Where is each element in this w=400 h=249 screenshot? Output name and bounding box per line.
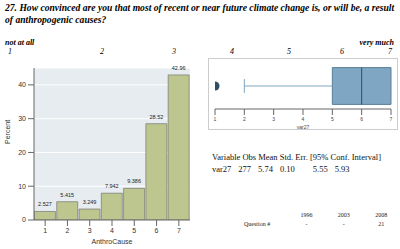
svg-text:7.942: 7.942 [105,183,119,189]
html-text:not at all: not at all [5,38,35,47]
html-text:7: 7 [388,47,392,56]
html-text:5: 5 [287,47,291,56]
svg-text:5: 5 [132,227,136,234]
html-text:5.55: 5.55 [312,164,328,174]
svg-text:1: 1 [214,116,217,122]
svg-text:3: 3 [88,227,92,234]
html-text:2008: 2008 [375,212,388,218]
svg-text:9.386: 9.386 [127,178,141,184]
html-text:2: 2 [100,47,104,56]
html-text:very much: very much [359,38,394,47]
svg-text:40: 40 [18,81,26,88]
svg-text:1: 1 [43,227,47,234]
html-text:Variable Obs Mean Std. Err. [9: Variable Obs Mean Std. Err. [95% Conf. I… [212,152,381,162]
svg-text:42.96: 42.96 [172,65,186,71]
html-text:5.93: 5.93 [334,164,350,174]
svg-text:2: 2 [65,227,69,234]
svg-text:7: 7 [390,116,392,122]
html-text:var27: var27 [212,164,232,174]
svg-text:Percent: Percent [8,120,11,144]
svg-text:30: 30 [18,115,26,122]
html-text:1: 1 [8,47,12,56]
html-text:2003: 2003 [337,212,350,218]
html-text:277: 277 [238,164,252,174]
svg-text:6: 6 [155,227,159,234]
svg-text:3.249: 3.249 [83,199,97,205]
svg-text:28.52: 28.52 [149,114,163,120]
svg-text:20: 20 [18,149,26,156]
svg-text:2: 2 [243,116,246,122]
svg-text:0: 0 [22,216,26,223]
svg-text:3: 3 [272,116,275,122]
html-text:1996: 1996 [300,212,313,218]
html-text:6: 6 [340,47,344,56]
svg-text:10: 10 [18,183,26,190]
html-text:5.74: 5.74 [258,164,273,174]
html-text:Question #: Question # [244,221,271,227]
svg-text:4: 4 [110,227,114,234]
html-text:27. How convinced are you that: 27. How convinced are you that most of r… [5,2,395,25]
svg-text:5.415: 5.415 [60,192,74,198]
html-text:3: 3 [172,47,176,56]
svg-text:2.527: 2.527 [38,201,52,207]
svg-text:AnthroCause: AnthroCause [92,238,133,245]
html-text:4: 4 [230,47,234,56]
html-text:0.10: 0.10 [280,164,295,174]
svg-text:7: 7 [177,227,181,234]
html-text:21: 21 [378,221,385,227]
svg-text:5: 5 [331,116,334,122]
svg-text:6: 6 [360,116,363,122]
svg-text:var27: var27 [297,124,310,129]
svg-text:4: 4 [302,116,305,122]
